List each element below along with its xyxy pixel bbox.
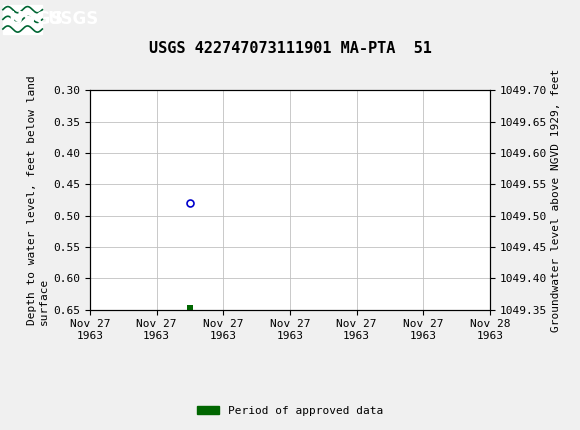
Legend: Period of approved data: Period of approved data [193, 401, 387, 420]
Y-axis label: Depth to water level, feet below land
surface: Depth to water level, feet below land su… [27, 75, 49, 325]
Text: USGS: USGS [9, 10, 64, 28]
Text: USGS: USGS [48, 10, 99, 28]
Bar [3, 5, 42, 34]
Y-axis label: Groundwater level above NGVD 1929, feet: Groundwater level above NGVD 1929, feet [551, 68, 561, 332]
Text: USGS 422747073111901 MA-PTA  51: USGS 422747073111901 MA-PTA 51 [148, 41, 432, 56]
